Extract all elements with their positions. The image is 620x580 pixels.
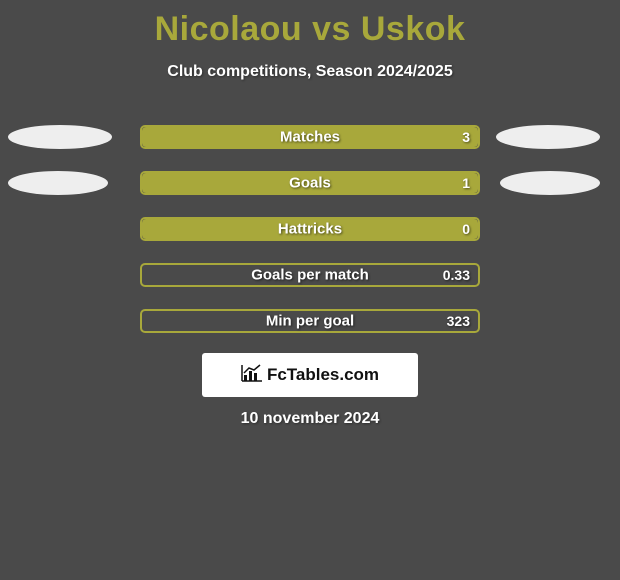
stat-bar-fill (142, 127, 478, 147)
logo-text: FcTables.com (267, 365, 379, 385)
date-text: 10 november 2024 (0, 410, 620, 428)
stat-label: Goals per match (142, 267, 478, 284)
stat-row: Goals1 (0, 171, 620, 217)
stat-bar: Goals1 (140, 171, 480, 195)
stat-bar: Goals per match0.33 (140, 263, 480, 287)
subtitle: Club competitions, Season 2024/2025 (0, 63, 620, 81)
stat-row: Min per goal323 (0, 309, 620, 355)
stat-label: Min per goal (142, 313, 478, 330)
logo: FcTables.com (241, 364, 379, 387)
chart-icon (241, 364, 263, 387)
stat-value-right: 0.33 (443, 267, 470, 283)
stat-value-right: 323 (447, 313, 470, 329)
page-title: Nicolaou vs Uskok (0, 0, 620, 49)
ellipse-left (8, 171, 108, 195)
stat-bar: Min per goal323 (140, 309, 480, 333)
stat-bar: Hattricks0 (140, 217, 480, 241)
ellipse-right (500, 171, 600, 195)
ellipse-left (8, 125, 112, 149)
stat-row: Goals per match0.33 (0, 263, 620, 309)
ellipse-right (496, 125, 600, 149)
stat-bar-fill (142, 173, 478, 193)
stat-bar-fill (142, 219, 478, 239)
stat-rows: Matches3 Goals1 Hattricks0 Goals per match0… (0, 125, 620, 355)
stat-bar: Matches3 (140, 125, 480, 149)
stat-row: Matches3 (0, 125, 620, 171)
stat-row: Hattricks0 (0, 217, 620, 263)
logo-box: FcTables.com (202, 353, 418, 397)
comparison-card: Nicolaou vs Uskok Club competitions, Sea… (0, 0, 620, 580)
